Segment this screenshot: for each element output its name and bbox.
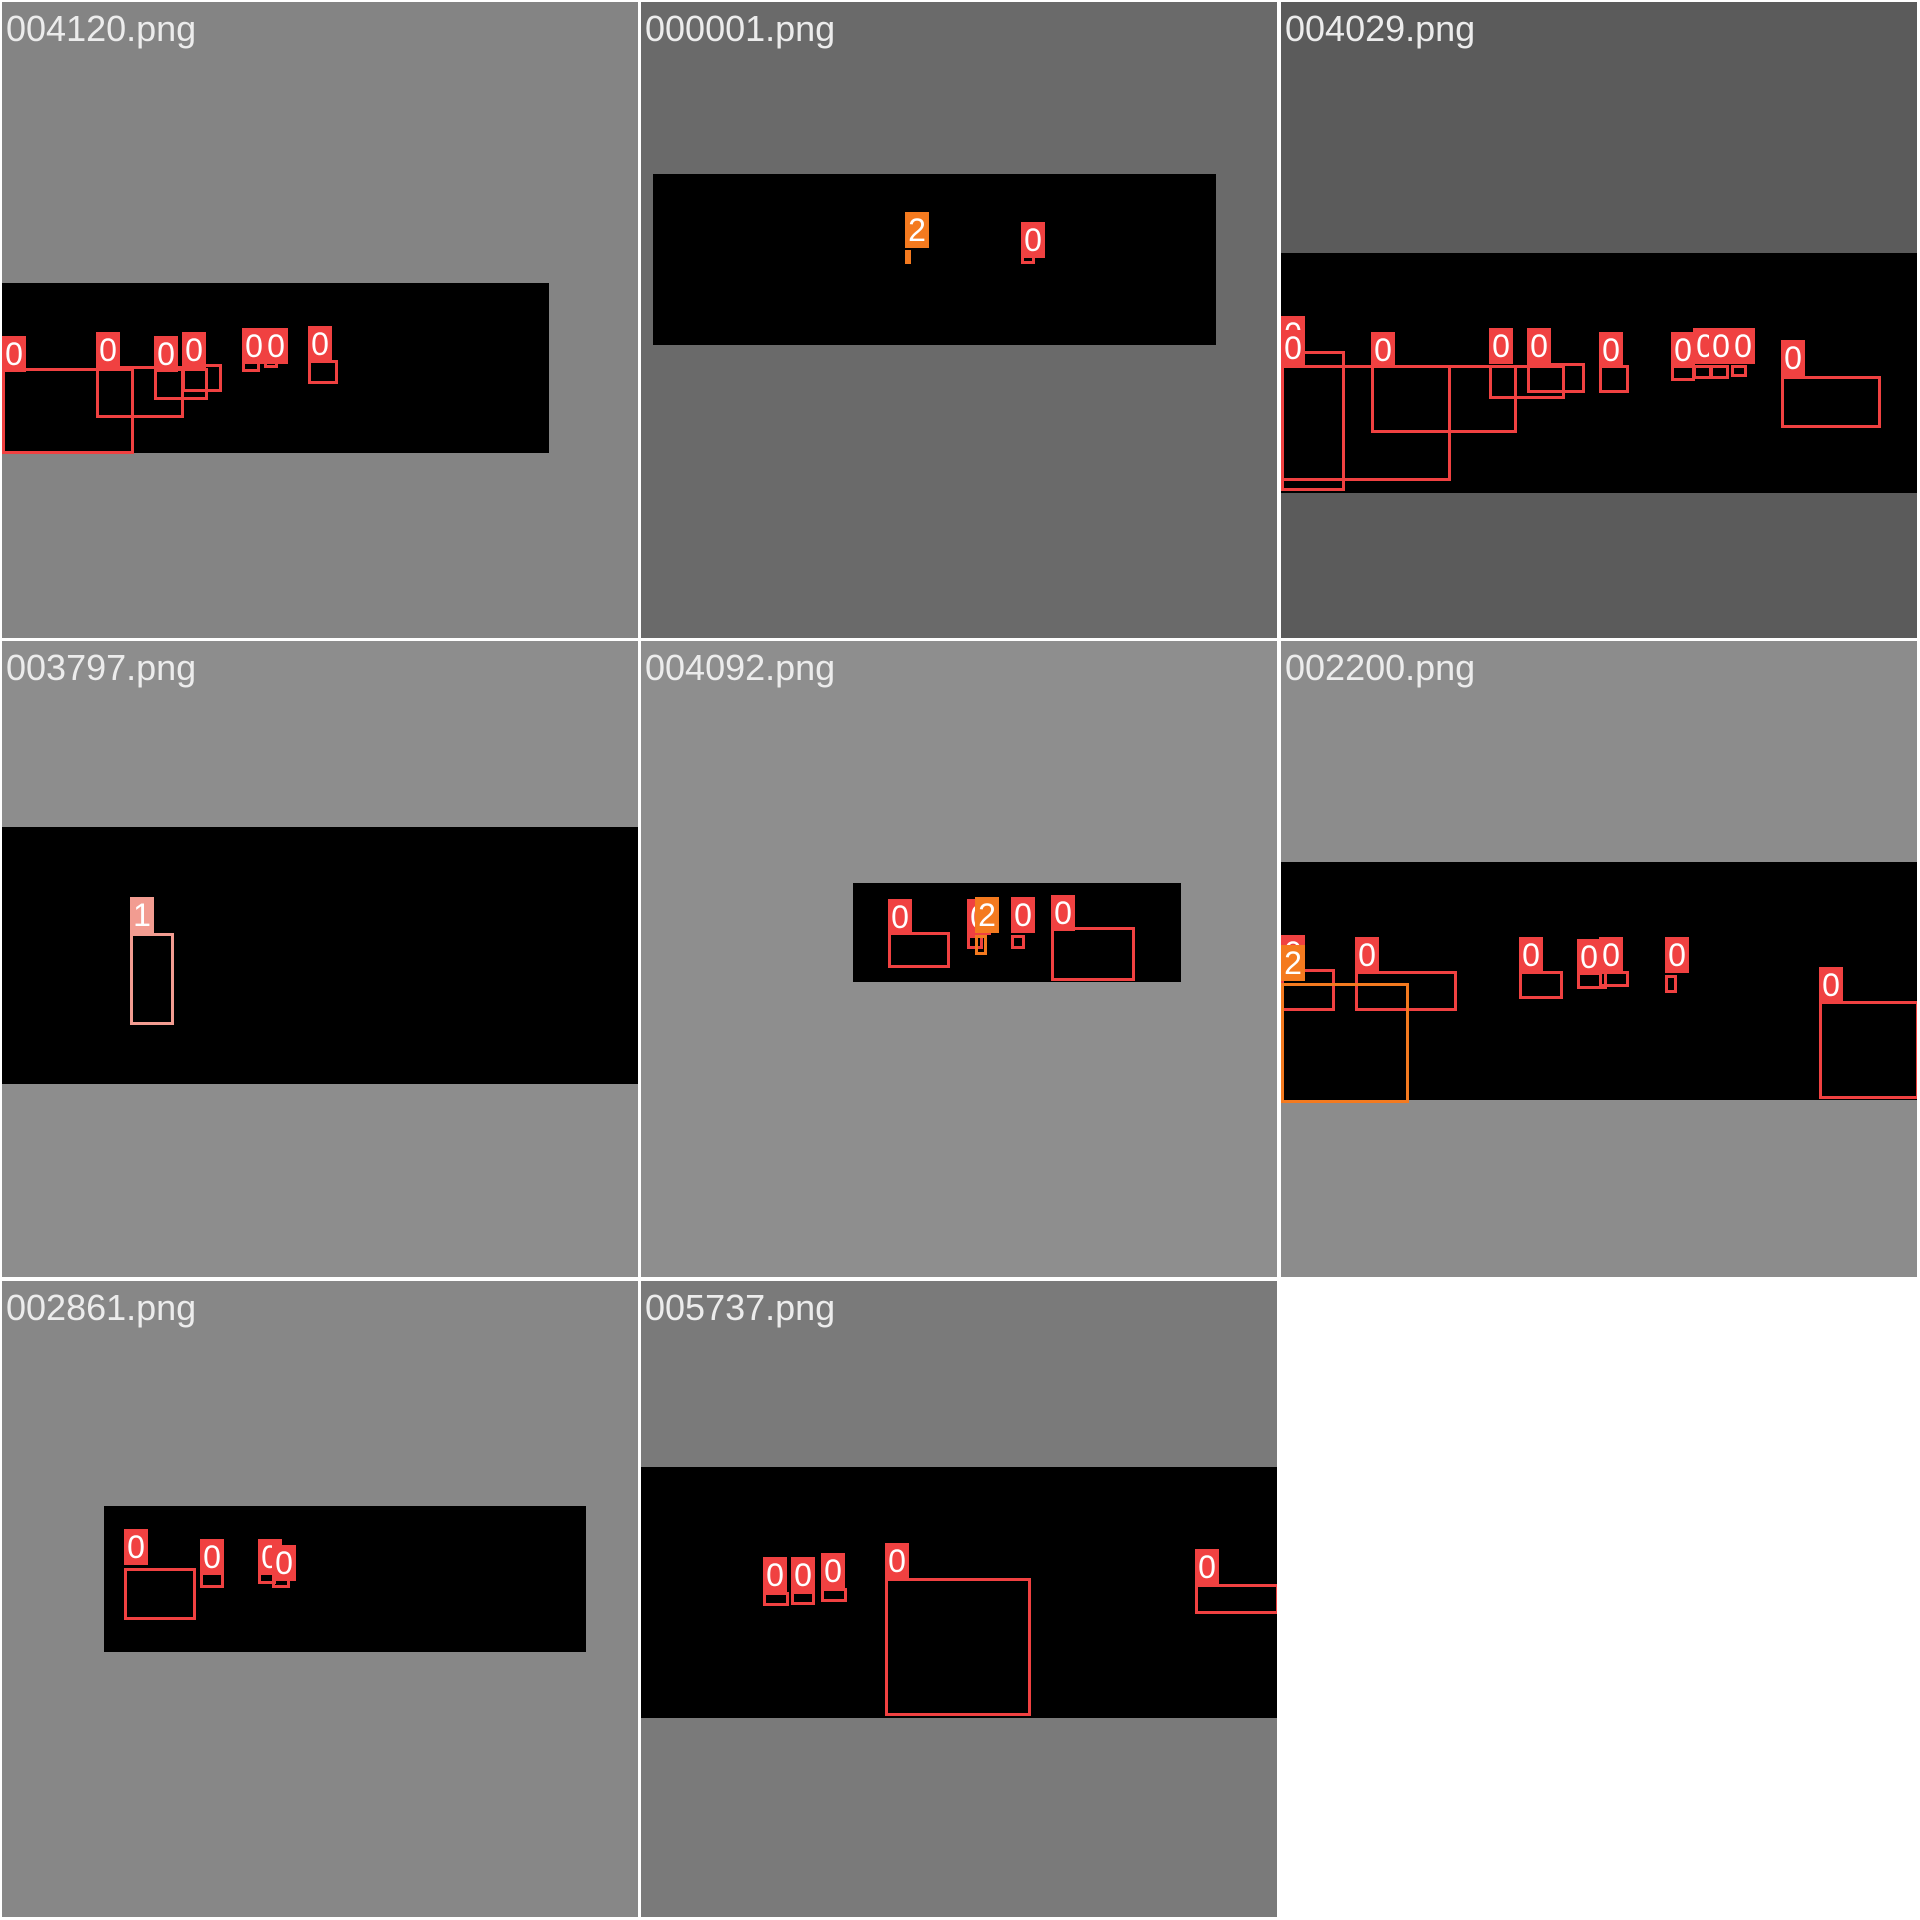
image-tile: 002861.png 0 0 0 0 <box>2 1281 638 1917</box>
class-label-tag: 0 <box>821 1553 845 1589</box>
tile-filename-label: 002861.png <box>6 1287 197 1328</box>
class-label-tag: 2 <box>905 212 929 248</box>
class-label-tag: 2 <box>975 897 999 933</box>
bounding-box <box>1731 365 1747 377</box>
bounding-box <box>1195 1584 1277 1614</box>
class-label-tag: 0 <box>1489 328 1513 364</box>
class-label-tag: 0 <box>1519 937 1543 973</box>
bounding-box <box>130 933 174 1025</box>
bounding-box <box>1665 975 1677 993</box>
class-label-tag: 0 <box>1731 328 1755 364</box>
class-label-tag: 0 <box>124 1529 148 1565</box>
image-tile: 000001.png 2 0 <box>641 2 1277 638</box>
bounding-box <box>2 368 134 454</box>
bounding-box <box>1051 927 1135 981</box>
bounding-box <box>885 1578 1031 1716</box>
image-content-band <box>104 1506 586 1652</box>
class-label-tag: 0 <box>1671 332 1695 368</box>
tile-filename-label: 003797.png <box>6 647 197 688</box>
tile-filename-label: 002200.png <box>1285 647 1476 688</box>
bounding-box <box>308 360 338 384</box>
tile-filename-label: 000001.png <box>645 8 836 49</box>
class-label-tag: 0 <box>763 1557 787 1593</box>
class-label-tag: 0 <box>1195 1549 1219 1585</box>
bounding-box <box>888 932 950 968</box>
tile-filename-label: 005737.png <box>645 1287 836 1328</box>
class-label-tag: 0 <box>1011 897 1035 933</box>
bounding-box <box>763 1592 789 1606</box>
class-label-tag: 0 <box>308 326 332 362</box>
image-tile: 002200.png00000020 <box>1281 641 1917 1277</box>
bounding-box <box>182 364 222 392</box>
class-label-tag: 0 <box>1281 330 1305 366</box>
image-content-band <box>2 827 638 1084</box>
class-label-tag: 0 <box>888 899 912 935</box>
class-label-tag: 0 <box>96 332 120 368</box>
image-tile: 003797.png 1 <box>2 641 638 1277</box>
bounding-box <box>975 935 987 955</box>
class-label-tag: 0 <box>1665 937 1689 973</box>
class-label-tag: 0 <box>1577 939 1601 975</box>
bounding-box <box>1599 971 1629 987</box>
image-tile: 004092.png00200 <box>641 641 1277 1277</box>
image-tile: 005737.png 0 0 0 0 0 <box>641 1281 1277 1917</box>
class-label-tag: 0 <box>1371 332 1395 368</box>
class-label-tag: 2 <box>1281 945 1305 981</box>
class-label-tag: 0 <box>1599 937 1623 973</box>
class-label-tag: 0 <box>791 1557 815 1593</box>
class-label-tag: 0 <box>264 328 288 364</box>
bounding-box <box>1709 365 1729 379</box>
bounding-box <box>1281 983 1409 1103</box>
bounding-box <box>154 368 208 400</box>
bounding-box <box>1281 365 1451 481</box>
class-label-tag: 0 <box>154 336 178 372</box>
bounding-box <box>1519 971 1563 999</box>
class-label-tag: 1 <box>130 897 154 933</box>
class-label-tag: 0 <box>200 1539 224 1575</box>
tile-filename-label: 004092.png <box>645 647 836 688</box>
bounding-box <box>1011 935 1025 949</box>
tile-filename-label: 004120.png <box>6 8 197 49</box>
class-label-tag: 0 <box>1781 340 1805 376</box>
class-label-tag: 0 <box>182 332 206 368</box>
bounding-box <box>1781 376 1881 428</box>
bounding-box <box>124 1568 196 1620</box>
bounding-box <box>791 1591 815 1605</box>
class-label-tag: 0 <box>1051 895 1075 931</box>
class-label-tag: 0 <box>885 1543 909 1579</box>
bounding-box <box>821 1588 847 1602</box>
class-label-tag: 0 <box>1355 937 1379 973</box>
image-content-band <box>653 174 1216 345</box>
image-content-band <box>641 1467 1277 1718</box>
bounding-box <box>1527 363 1585 393</box>
tile-filename-label: 004029.png <box>1285 8 1476 49</box>
bounding-box <box>1819 1001 1917 1099</box>
class-label-tag: 0 <box>1709 328 1733 364</box>
bounding-box <box>905 250 911 264</box>
bounding-box <box>96 366 184 418</box>
image-tile: 004120.png 0 0 0 0 0 0 0 <box>2 2 638 638</box>
bounding-box <box>1371 365 1517 433</box>
class-label-tag: 0 <box>1819 967 1843 1003</box>
bounding-box <box>1599 365 1629 393</box>
class-label-tag: 0 <box>1021 222 1045 258</box>
class-label-tag: 0 <box>272 1545 296 1581</box>
class-label-tag: 0 <box>1599 332 1623 368</box>
class-label-tag: 0 <box>1527 328 1551 364</box>
class-label-tag: 0 <box>242 328 266 364</box>
class-label-tag: 0 <box>2 336 26 372</box>
